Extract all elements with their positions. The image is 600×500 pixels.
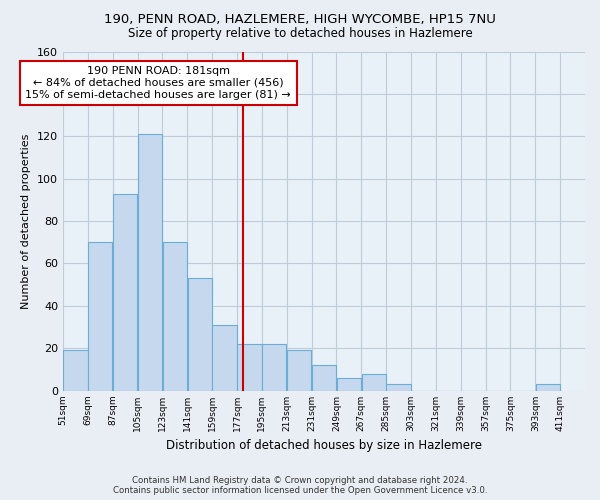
Text: 190, PENN ROAD, HAZLEMERE, HIGH WYCOMBE, HP15 7NU: 190, PENN ROAD, HAZLEMERE, HIGH WYCOMBE,… [104,12,496,26]
X-axis label: Distribution of detached houses by size in Hazlemere: Distribution of detached houses by size … [166,440,482,452]
Text: Contains HM Land Registry data © Crown copyright and database right 2024.
Contai: Contains HM Land Registry data © Crown c… [113,476,487,495]
Bar [287,350,311,391]
Text: 190 PENN ROAD: 181sqm
← 84% of detached houses are smaller (456)
15% of semi-det: 190 PENN ROAD: 181sqm ← 84% of detached … [25,66,291,100]
Bar [238,344,262,391]
Bar [212,325,236,390]
Bar [188,278,212,390]
Text: Size of property relative to detached houses in Hazlemere: Size of property relative to detached ho… [128,28,472,40]
Bar [362,374,386,390]
Bar [64,350,88,391]
Bar [88,242,112,390]
Bar [536,384,560,390]
Bar [337,378,361,390]
Bar [138,134,162,390]
Bar [113,194,137,390]
Y-axis label: Number of detached properties: Number of detached properties [22,134,31,308]
Bar [386,384,410,390]
Bar [312,365,336,390]
Bar [163,242,187,390]
Bar [262,344,286,391]
